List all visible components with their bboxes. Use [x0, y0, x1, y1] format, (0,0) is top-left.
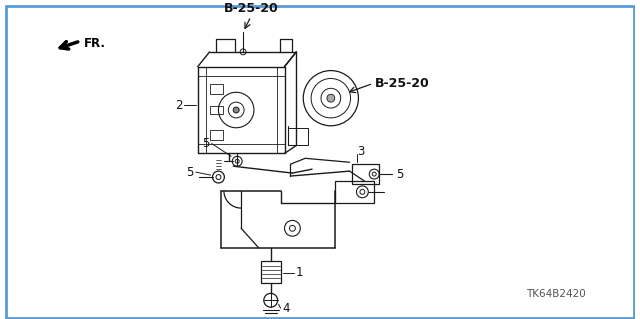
- Text: 2: 2: [175, 99, 183, 112]
- Text: 5: 5: [396, 167, 403, 181]
- Circle shape: [233, 107, 239, 113]
- Circle shape: [327, 94, 335, 102]
- Bar: [209, 106, 223, 114]
- Text: 1: 1: [295, 266, 303, 279]
- Text: TK64B2420: TK64B2420: [527, 289, 586, 299]
- Bar: [209, 130, 223, 140]
- Text: B-25-20: B-25-20: [223, 2, 278, 15]
- Text: 4: 4: [282, 302, 290, 315]
- Bar: [351, 164, 379, 184]
- Text: FR.: FR.: [83, 37, 106, 50]
- Bar: [335, 181, 374, 203]
- Text: B-25-20: B-25-20: [375, 77, 430, 90]
- Bar: [261, 261, 280, 283]
- Text: 5: 5: [186, 166, 194, 179]
- Text: 3: 3: [358, 145, 365, 158]
- Text: 5: 5: [202, 137, 209, 150]
- Bar: [289, 128, 308, 145]
- Bar: [209, 85, 223, 94]
